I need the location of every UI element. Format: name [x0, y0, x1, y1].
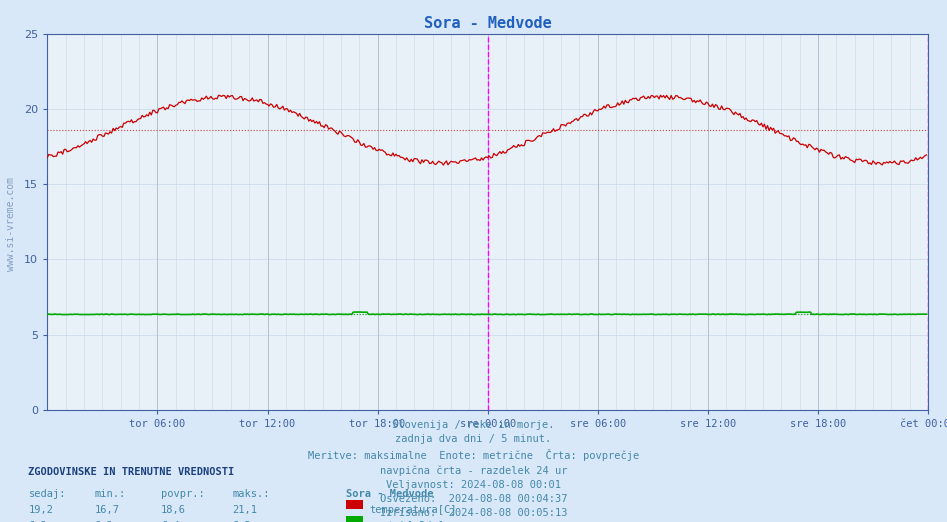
Text: temperatura[C]: temperatura[C]	[369, 505, 456, 515]
Text: 19,2: 19,2	[28, 505, 53, 515]
Title: Sora - Medvode: Sora - Medvode	[424, 16, 551, 31]
Text: 21,1: 21,1	[232, 505, 257, 515]
Text: 6,3: 6,3	[28, 521, 47, 522]
Text: 6,3: 6,3	[95, 521, 114, 522]
Text: pretok[m3/s]: pretok[m3/s]	[369, 521, 444, 522]
Text: maks.:: maks.:	[232, 489, 270, 499]
Text: Sora - Medvode: Sora - Medvode	[346, 489, 433, 499]
Text: 6,4: 6,4	[161, 521, 180, 522]
Text: 16,7: 16,7	[95, 505, 119, 515]
Text: 18,6: 18,6	[161, 505, 186, 515]
Text: ZGODOVINSKE IN TRENUTNE VREDNOSTI: ZGODOVINSKE IN TRENUTNE VREDNOSTI	[28, 467, 235, 477]
Text: sedaj:: sedaj:	[28, 489, 66, 499]
Text: povpr.:: povpr.:	[161, 489, 205, 499]
Text: 6,5: 6,5	[232, 521, 251, 522]
Text: min.:: min.:	[95, 489, 126, 499]
Text: www.si-vreme.com: www.si-vreme.com	[7, 177, 16, 271]
Text: Slovenija / reke in morje.
zadnja dva dni / 5 minut.
Meritve: maksimalne  Enote:: Slovenija / reke in morje. zadnja dva dn…	[308, 420, 639, 518]
